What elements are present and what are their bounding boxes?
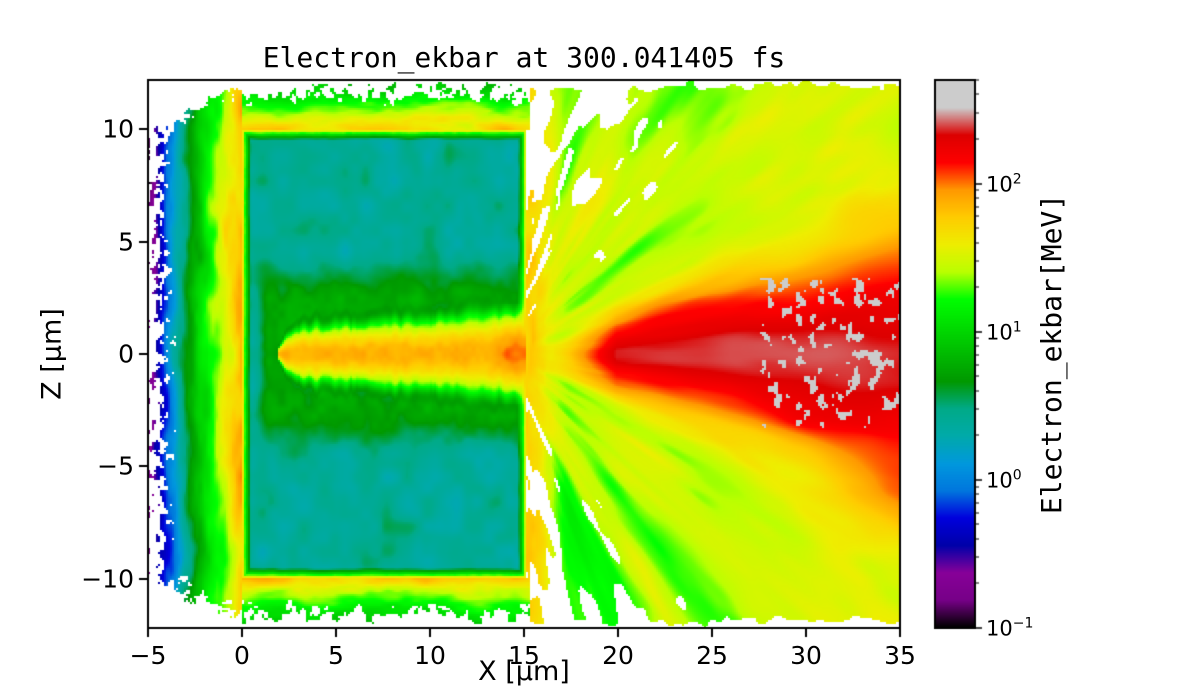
z-tick-label: 0 [118,339,134,369]
x-tick-label: 25 [696,641,728,670]
x-tick-label: 30 [790,641,822,670]
x-tick-label: 0 [234,641,250,670]
y-axis-label: Z [μm] [36,308,68,400]
x-tick-label: −5 [129,641,167,670]
x-axis-label: X [μm] [478,656,570,687]
x-tick-label: 10 [414,641,446,670]
colorbar-label: Electron_ekbar[MeV] [1035,193,1068,515]
colorbar-tick-label: 10−1 [986,615,1034,641]
colorbar-tick-label: 101 [986,319,1022,345]
x-tick-label: 5 [328,641,344,670]
z-tick-label: 10 [102,114,134,144]
z-tick-label: −10 [81,564,134,594]
x-tick-label: 20 [602,641,634,670]
z-tick-label: 5 [118,227,134,257]
x-tick-label: 35 [884,641,916,670]
z-tick-label: −5 [97,451,134,481]
colorbar-tick-label: 100 [986,467,1022,493]
plot-title: Electron_ekbar at 300.041405 fs [262,41,786,74]
x-tick-label: 15 [508,641,540,670]
colorbar-tick-label: 102 [986,171,1022,197]
